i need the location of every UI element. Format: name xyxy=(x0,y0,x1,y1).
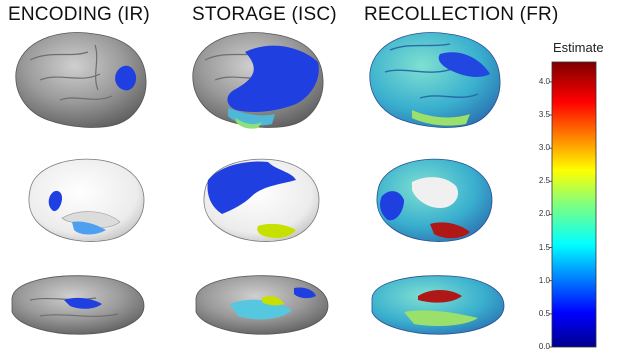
column-title-encoding: ENCODING (IR) xyxy=(8,4,150,25)
brain-encoding-medial xyxy=(28,158,145,242)
colorbar-tick-label: 3.0 xyxy=(538,143,550,153)
colorbar-tick-label: 1.0 xyxy=(538,275,550,285)
brain-recollection-medial xyxy=(376,158,493,242)
brain-storage-medial xyxy=(203,158,320,242)
colorbar-title: Estimate xyxy=(553,40,604,55)
brain-storage-lateral xyxy=(192,32,324,129)
colorbar-tick-label: 0.5 xyxy=(538,308,550,318)
colorbar-tick-label: 2.0 xyxy=(538,209,550,219)
colorbar-tick-label: 2.5 xyxy=(538,176,550,186)
brain-encoding-lateral xyxy=(15,32,147,128)
brain-encoding-ventral xyxy=(11,275,145,335)
brain-recollection-lateral xyxy=(369,32,501,128)
colorbar-tick-label: 4.0 xyxy=(538,76,550,86)
colorbar xyxy=(551,61,597,348)
colorbar-tick-label: 3.5 xyxy=(538,110,550,120)
brain-recollection-ventral xyxy=(371,275,505,335)
column-title-storage: STORAGE (ISC) xyxy=(192,4,337,25)
colorbar-tick-label: 0.0 xyxy=(538,342,550,351)
colorbar-tick-label: 1.5 xyxy=(538,242,550,252)
colorbar-tick-marks xyxy=(549,81,552,348)
brain-storage-ventral xyxy=(195,275,329,335)
column-title-recollection: RECOLLECTION (FR) xyxy=(364,4,559,25)
